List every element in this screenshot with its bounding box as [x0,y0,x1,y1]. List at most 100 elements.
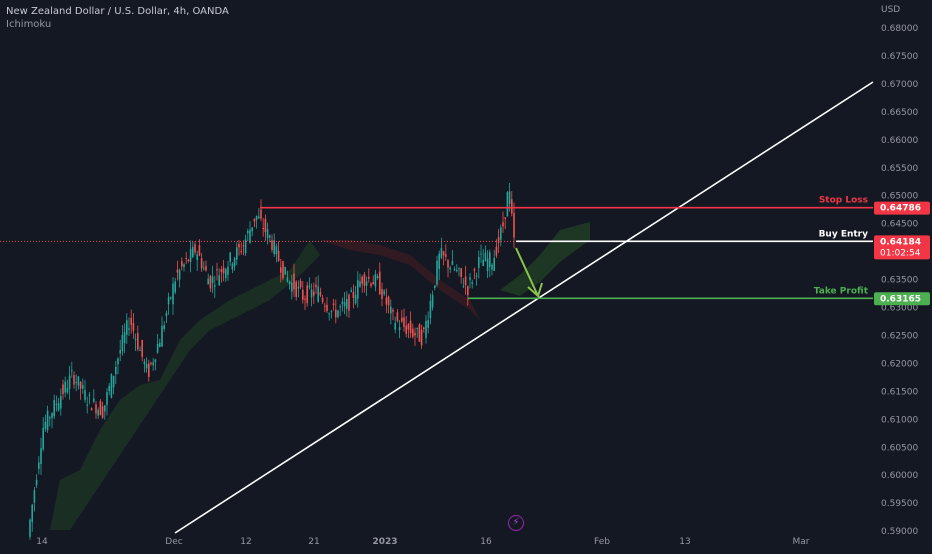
candle-body [101,406,104,418]
candle-body [489,252,491,267]
candle-body [436,260,438,285]
candle-body [387,296,390,306]
candle-body [414,332,416,336]
candle-body [321,297,324,303]
candle-body [152,362,154,366]
candle-body [185,258,187,260]
candle-body [51,413,53,418]
candle-body [295,281,297,297]
candle-body [440,248,443,258]
price-tick-label: 0.60500 [881,443,918,453]
candle-body [405,325,407,334]
stop-loss-price: 0.64786 [880,204,921,214]
candle-body [354,294,357,304]
candle-body [170,297,172,299]
candle-body [214,285,216,287]
candle-body [418,324,421,342]
candle-body [282,261,284,279]
candle-body [66,388,69,393]
candle-body [326,304,328,312]
candle-body [174,281,176,293]
candle-body [93,398,95,402]
candle-body [161,325,163,347]
candle-body [79,382,82,389]
candle-body [348,294,350,311]
candle-body [482,259,484,266]
candle-body [330,310,333,312]
candle-body [90,408,93,411]
candle-body [198,245,201,256]
candle-body [458,268,460,270]
candle-body [106,392,108,405]
candle-body [35,479,38,486]
cloud-bull-area [50,240,320,530]
candle-body [390,306,392,314]
candles [29,183,515,540]
candle-body [480,253,482,255]
candle-body [183,264,185,268]
candle-body [150,362,152,364]
candle-body [141,340,143,357]
candle-body [97,409,99,416]
price-tick-label: 0.61000 [881,415,918,425]
candle-body [431,294,434,308]
candle-body [396,312,399,321]
candle-body [205,266,207,271]
candle-body [308,285,311,288]
candle-body [44,421,47,429]
candle-body [196,254,198,260]
candle-body [238,243,240,248]
candle-body [119,350,121,354]
candle-body [453,269,456,271]
candle-body [407,324,410,330]
candle-body [469,277,471,280]
candle-body [29,519,31,537]
candle-body [134,338,137,340]
time-tick-label: Dec [165,537,182,547]
candle-body [240,251,242,253]
candle-body [49,417,51,419]
candle-body [176,269,179,273]
stop-loss-badge [874,201,930,215]
candle-body [343,302,346,307]
candle-body [112,375,115,388]
candle-body [442,251,445,256]
candle-body [40,448,42,464]
candle-body [260,209,262,219]
bolt-icon[interactable]: ⚡ [508,515,524,531]
price-tick-label: 0.59500 [881,499,918,509]
candle-body [64,381,66,393]
candle-body [511,199,513,214]
candle-body [423,327,425,330]
candle-body [71,370,73,372]
candle-body [247,230,249,234]
candle-body [504,217,506,219]
candle-body [187,259,190,262]
candle-body [299,280,302,288]
candle-body [275,246,278,255]
candle-body [115,366,117,375]
candle-body [293,273,295,290]
candle-body [379,271,381,295]
price-tick-label: 0.66000 [881,136,918,146]
candle-body [38,462,40,469]
candle-body [55,403,58,405]
trendline[interactable] [174,81,874,534]
candle-body [341,301,344,305]
take-profit-label: Take Profit [814,286,869,296]
candle-body [194,244,196,253]
candle-body [508,191,511,204]
candle-body [192,246,194,258]
candle-body [451,260,454,265]
candle-body [209,275,212,289]
candle-body [427,319,429,328]
indicator-name[interactable]: Ichimoku [6,19,52,30]
candle-body [231,263,234,270]
buy-entry-price: 0.64184 [880,237,921,247]
cloud-future-area [500,222,590,296]
candle-body [438,253,440,270]
candle-body [249,229,251,244]
candle-body [484,252,487,261]
